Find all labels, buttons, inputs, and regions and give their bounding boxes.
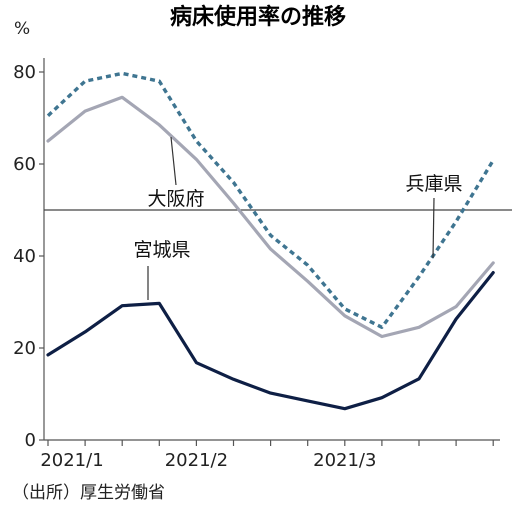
y-tick-label: 60 — [13, 154, 36, 175]
series-label-兵庫県: 兵庫県 — [405, 173, 462, 195]
source-note: （出所）厚生労働省 — [12, 483, 165, 503]
y-tick-label: 0 — [25, 430, 36, 451]
y-tick-label: 20 — [13, 338, 36, 359]
y-axis-unit: % — [14, 19, 30, 39]
series-line-兵庫県 — [46, 71, 495, 329]
x-tick-label: 2021/1 — [40, 450, 103, 471]
leader-line-兵庫県 — [432, 197, 435, 259]
chart-title: 病床使用率の推移 — [170, 4, 346, 30]
series-line-大阪府 — [46, 95, 495, 339]
y-axis-ticks: 0 20 40 60 80 — [13, 62, 44, 451]
series-label-大阪府: 大阪府 — [147, 188, 204, 210]
x-axis-ticks: 2021/1 2021/2 2021/3 — [40, 440, 494, 471]
series-label-宮城県: 宮城県 — [133, 239, 190, 261]
x-tick-label: 2021/2 — [165, 450, 228, 471]
y-tick-label: 80 — [13, 62, 36, 83]
series-layer — [46, 71, 495, 411]
leader-line-大阪府 — [170, 136, 177, 186]
series-line-宮城県 — [46, 271, 495, 411]
y-tick-label: 40 — [13, 246, 36, 267]
x-tick-label: 2021/3 — [313, 450, 376, 471]
